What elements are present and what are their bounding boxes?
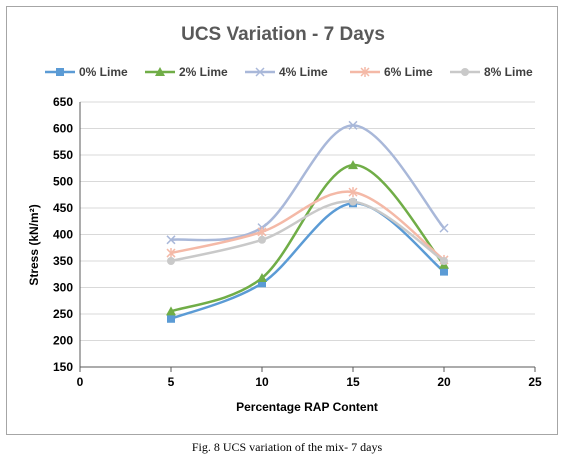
y-tick-label: 500 xyxy=(53,175,73,189)
data-point xyxy=(166,235,176,245)
data-point xyxy=(348,187,358,198)
x-tick-label: 20 xyxy=(437,375,451,389)
grid-lines xyxy=(80,101,535,341)
series-line xyxy=(170,124,445,242)
legend-item: 4% Lime xyxy=(245,65,328,79)
y-tick-label: 650 xyxy=(53,95,73,109)
x-axis-label: Percentage RAP Content xyxy=(236,400,378,414)
y-tick-label: 450 xyxy=(53,201,73,215)
series-4 xyxy=(167,197,448,265)
series-line xyxy=(170,190,445,261)
data-point xyxy=(167,314,175,323)
legend-item: 6% Lime xyxy=(350,65,433,79)
y-tick-label: 250 xyxy=(53,307,73,321)
x-tick-label: 0 xyxy=(77,375,84,389)
series-line xyxy=(170,200,445,263)
series-group xyxy=(166,120,449,323)
y-tick-label: 350 xyxy=(53,254,73,268)
data-point xyxy=(258,235,266,244)
series-line xyxy=(170,201,445,320)
data-point xyxy=(348,160,358,170)
marker-stroke xyxy=(255,67,265,77)
data-point xyxy=(258,279,266,288)
y-tick-label: 550 xyxy=(53,148,73,162)
data-point xyxy=(257,226,267,237)
y-tick-label: 300 xyxy=(53,281,73,295)
legend-label: 2% Lime xyxy=(179,65,228,79)
legend-label: 4% Lime xyxy=(279,65,328,79)
data-point xyxy=(257,272,267,282)
marker-stroke xyxy=(166,235,176,245)
axes xyxy=(79,102,536,372)
x-tick-label: 15 xyxy=(346,375,360,389)
y-tick-label: 200 xyxy=(53,334,73,348)
x-tick-label: 5 xyxy=(168,375,175,389)
marker-stroke xyxy=(348,120,358,130)
legend-item: 0% Lime xyxy=(45,65,128,79)
legend-label: 0% Lime xyxy=(79,65,128,79)
y-axis-label: Stress (kN/m²) xyxy=(27,204,41,285)
y-tick-labels: 150 200 250 300 350 400 450 500 550 600 650 xyxy=(53,95,73,374)
x-tick-label: 10 xyxy=(255,375,269,389)
legend-marker xyxy=(461,68,469,76)
legend-label: 6% Lime xyxy=(384,65,433,79)
data-point xyxy=(348,120,358,130)
legend-marker xyxy=(255,67,265,77)
legend-marker xyxy=(360,67,370,77)
data-point xyxy=(440,257,448,265)
data-point xyxy=(166,248,176,259)
y-tick-label: 150 xyxy=(53,360,73,374)
data-point xyxy=(439,223,449,233)
x-tick-label: 25 xyxy=(528,375,542,389)
chart-svg: UCS Variation - 7 Days 0% Lime 2% Lime 4% … xyxy=(27,24,542,414)
legend-marker xyxy=(56,68,64,76)
chart-title: UCS Variation - 7 Days xyxy=(181,24,385,45)
data-point xyxy=(440,267,448,276)
chart-frame: UCS Variation - 7 Days 0% Lime 2% Lime 4% … xyxy=(6,6,558,435)
figure-caption: Fig. 8 UCS variation of the mix- 7 days xyxy=(191,440,383,454)
legend-label: 8% Lime xyxy=(484,65,533,79)
legend-item: 8% Lime xyxy=(450,65,533,79)
y-tick-label: 600 xyxy=(53,122,73,136)
legend-item: 2% Lime xyxy=(145,65,228,79)
legend: 0% Lime 2% Lime 4% Lime 6% Lime 8% Lime xyxy=(45,65,533,79)
data-point xyxy=(167,257,175,265)
data-point xyxy=(349,197,357,206)
y-tick-label: 400 xyxy=(53,228,73,242)
data-point xyxy=(166,306,176,316)
x-tick-labels: 0 5 10 15 20 25 xyxy=(77,375,542,389)
legend-marker xyxy=(155,67,165,76)
marker-stroke xyxy=(439,223,449,233)
